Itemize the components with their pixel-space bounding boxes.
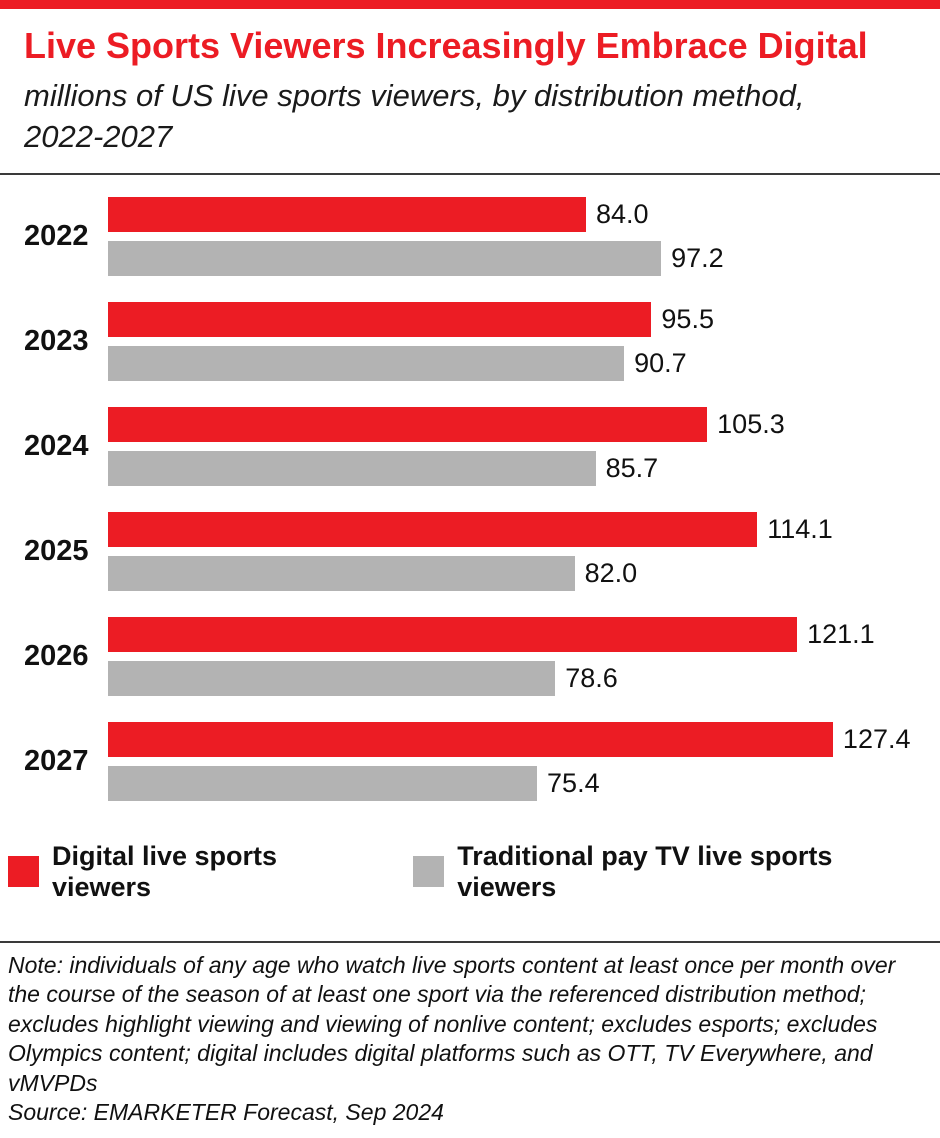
bar-row-digital: 84.0 bbox=[108, 196, 916, 232]
value-label: 97.2 bbox=[671, 242, 724, 273]
value-label: 90.7 bbox=[634, 347, 687, 378]
value-label: 82.0 bbox=[584, 557, 638, 588]
year-group-2027: 2027 127.4 75.4 bbox=[24, 721, 916, 801]
bar-row-traditional: 85.7 bbox=[108, 450, 916, 486]
bar-digital bbox=[108, 406, 708, 442]
bar-row-digital: 114.1 bbox=[108, 511, 916, 547]
bar-traditional bbox=[108, 660, 556, 696]
bar-row-traditional: 82.0 bbox=[108, 555, 916, 591]
legend-swatch-digital bbox=[8, 856, 39, 888]
bar-row-traditional: 97.2 bbox=[108, 240, 916, 276]
bar-traditional bbox=[108, 555, 575, 591]
year-label: 2026 bbox=[24, 639, 89, 672]
bar-row-traditional: 75.4 bbox=[108, 765, 916, 801]
year-label: 2025 bbox=[24, 534, 89, 567]
year-label: 2027 bbox=[24, 744, 89, 777]
top-accent-bar bbox=[0, 0, 940, 9]
bar-pair: 127.4 75.4 bbox=[108, 721, 916, 801]
legend-item-digital: Digital live sports viewers bbox=[8, 841, 367, 903]
chart-legend: Digital live sports viewers Traditional p… bbox=[0, 827, 940, 929]
bar-digital bbox=[108, 301, 652, 337]
legend-item-traditional: Traditional pay TV live sports viewers bbox=[413, 841, 916, 903]
value-label: 84.0 bbox=[595, 198, 649, 229]
chart-source: Source: EMARKETER Forecast, Sep 2024 bbox=[8, 1099, 444, 1126]
year-label: 2024 bbox=[24, 429, 89, 462]
bar-traditional bbox=[108, 345, 625, 381]
bar-pair: 95.5 90.7 bbox=[108, 301, 916, 381]
bar-row-digital: 121.1 bbox=[108, 616, 916, 652]
bar-traditional bbox=[108, 240, 662, 276]
bar-traditional bbox=[108, 450, 596, 486]
year-group-2024: 2024 105.3 85.7 bbox=[24, 406, 916, 486]
bar-pair: 114.1 82.0 bbox=[108, 511, 916, 591]
value-label: 75.4 bbox=[547, 767, 600, 798]
legend-label: Digital live sports viewers bbox=[52, 840, 278, 902]
legend-swatch-traditional bbox=[413, 856, 445, 888]
bar-pair: 121.1 78.6 bbox=[108, 616, 916, 696]
value-label: 85.7 bbox=[605, 452, 659, 483]
bar-digital bbox=[108, 616, 798, 652]
chart-title: Live Sports Viewers Increasingly Embrace… bbox=[24, 25, 868, 66]
bar-row-digital: 105.3 bbox=[108, 406, 916, 442]
bar-row-digital: 127.4 bbox=[108, 721, 916, 757]
year-group-2023: 2023 95.5 90.7 bbox=[24, 301, 916, 381]
bar-digital bbox=[108, 511, 758, 547]
footer-section: 351559 EM EMARKETER bbox=[0, 1132, 940, 1138]
bar-traditional bbox=[108, 765, 538, 801]
year-label: 2022 bbox=[24, 219, 89, 252]
value-label: 114.1 bbox=[767, 513, 833, 544]
header-divider bbox=[0, 172, 940, 175]
note-divider bbox=[0, 940, 940, 943]
year-group-2022: 2022 84.0 97.2 bbox=[24, 196, 916, 276]
value-label: 121.1 bbox=[807, 618, 875, 649]
bar-row-digital: 95.5 bbox=[108, 301, 916, 337]
year-group-2025: 2025 114.1 82.0 bbox=[24, 511, 916, 591]
chart-subtitle: millions of US live sports viewers, by d… bbox=[24, 78, 805, 154]
value-label: 95.5 bbox=[661, 303, 714, 334]
year-label: 2023 bbox=[24, 324, 89, 357]
bar-row-traditional: 90.7 bbox=[108, 345, 916, 381]
value-label: 127.4 bbox=[842, 723, 911, 754]
bar-row-traditional: 78.6 bbox=[108, 660, 916, 696]
bar-digital bbox=[108, 721, 833, 757]
value-label: 78.6 bbox=[565, 662, 618, 693]
chart-header: Live Sports Viewers Increasingly Embrace… bbox=[0, 9, 940, 161]
legend-label: Traditional pay TV live sports viewers bbox=[457, 840, 833, 902]
bar-chart: 2022 84.0 97.2 2023 95.5 90.7 2024 105.3 85.7 202… bbox=[0, 175, 940, 827]
bar-pair: 105.3 85.7 bbox=[108, 406, 916, 486]
year-group-2026: 2026 121.1 78.6 bbox=[24, 616, 916, 696]
bar-digital bbox=[108, 196, 586, 232]
bar-pair: 84.0 97.2 bbox=[108, 196, 916, 276]
chart-note: Note: individuals of any age who watch l… bbox=[8, 951, 896, 1096]
notes-section: Note: individuals of any age who watch l… bbox=[0, 943, 940, 1132]
value-label: 105.3 bbox=[717, 408, 785, 439]
